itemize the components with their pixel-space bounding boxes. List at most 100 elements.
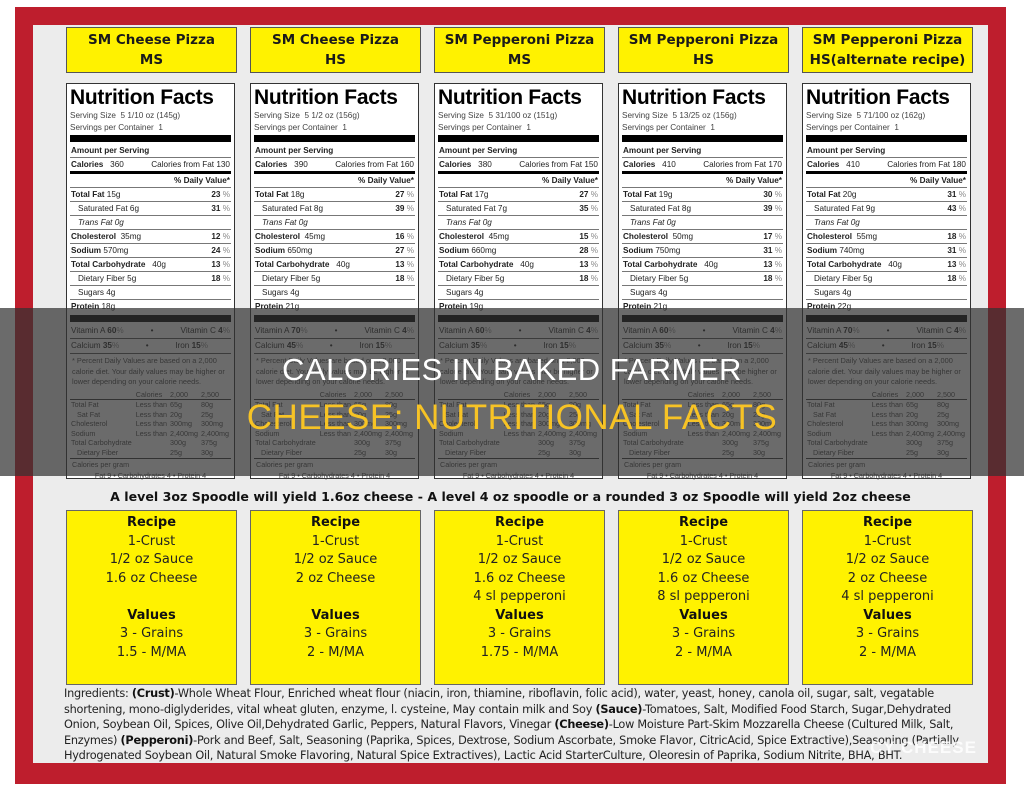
trans-fat-row: Trans Fat 0g	[622, 216, 783, 230]
protein-row: Protein 21g	[623, 302, 668, 311]
recipe-heading: Recipe	[678, 515, 729, 530]
serving-size: Serving Size 5 71/100 oz (162g)	[806, 111, 926, 120]
daily-value-header: % Daily Value*	[438, 174, 599, 188]
total-fat-row: Total Fat 19g 30 %	[622, 188, 783, 202]
calories-row: Calories 410 Calories from Fat 170	[622, 158, 783, 174]
overlay-title-line2: CHEESE: NUTRITIONAL FACTS	[246, 398, 778, 437]
pepperoni-label: (Pepperoni)	[120, 733, 194, 747]
sodium-row: Sodium 750mg 31 %	[622, 244, 783, 258]
total-carbohydrate-row: Total Carbohydrate 40g 13 %	[254, 258, 415, 272]
nutrition-facts-heading: Nutrition Facts	[622, 86, 766, 109]
daily-value-header: % Daily Value*	[622, 174, 783, 188]
calories-row: Calories 410 Calories from Fat 180	[806, 158, 967, 174]
calories-row: Calories 390 Calories from Fat 160	[254, 158, 415, 174]
daily-value-header: % Daily Value*	[70, 174, 231, 188]
values-heading: Values	[311, 607, 360, 623]
recipe-line: 1/2 oz Sauce	[661, 552, 746, 567]
values-heading: Values	[679, 607, 728, 623]
amount-per-serving: Amount per Serving	[622, 144, 783, 158]
amount-per-serving: Amount per Serving	[438, 144, 599, 158]
nutrition-facts-heading: Nutrition Facts	[806, 86, 950, 109]
serving-size: Serving Size 5 1/10 oz (145g)	[70, 111, 181, 120]
sugars-row: Sugars 4g	[70, 286, 231, 300]
protein-row: Protein 18g	[71, 302, 116, 311]
sugars-row: Sugars 4g	[806, 286, 967, 300]
nutrition-facts-heading: Nutrition Facts	[70, 86, 214, 109]
recipe-line: 2 oz Cheese	[847, 570, 928, 586]
daily-value-header: % Daily Value*	[806, 174, 967, 188]
trans-fat-row: Trans Fat 0g	[254, 216, 415, 230]
recipe-line: 1-Crust	[863, 533, 912, 549]
divider	[70, 135, 231, 142]
pepperoni-ingredients: -Pork and Beef, Salt, Seasoning (Paprika…	[64, 733, 959, 763]
title-overlay-band	[0, 308, 1024, 476]
saturated-fat-row: Saturated Fat 6g 31 %	[70, 202, 231, 216]
recipe-box: Recipe 1-Crust 1/2 oz Sauce 2 oz Cheese Va…	[250, 510, 421, 685]
saturated-fat-row: Saturated Fat 9g 43 %	[806, 202, 967, 216]
value-line: 3 - Grains	[671, 626, 736, 641]
recipe-box: Recipe 1-Crust 1/2 oz Sauce 2 oz Cheese 4 s…	[802, 510, 973, 685]
trans-fat-row: Trans Fat 0g	[70, 216, 231, 230]
recipe-line	[251, 588, 420, 607]
sodium-row: Sodium 740mg 31 %	[806, 244, 967, 258]
cholesterol-row: Cholesterol 50mg 17 %	[622, 230, 783, 244]
recipe-line: 1-Crust	[311, 533, 360, 549]
nutrition-facts-heading: Nutrition Facts	[438, 86, 582, 109]
recipe-line: 8 sl pepperoni	[657, 589, 750, 604]
servings-per-container: Servings per Container 1	[622, 122, 715, 132]
value-line: 2 - M/MA	[307, 644, 364, 660]
dietary-fiber-row: Dietary Fiber 5g 18 %	[254, 272, 415, 286]
amount-per-serving: Amount per Serving	[70, 144, 231, 158]
product-title: SM Cheese Pizza HS	[250, 27, 421, 73]
dietary-fiber-row: Dietary Fiber 5g 18 %	[438, 272, 599, 286]
recipe-line: 1.6 oz Cheese	[473, 570, 566, 586]
recipe-heading: Recipe	[126, 515, 177, 530]
values-heading: Values	[863, 607, 912, 623]
product-title: SM Pepperoni Pizza HS	[618, 27, 789, 73]
spoodle-yield-note: A level 3oz Spoodle will yield 1.6oz che…	[110, 489, 911, 504]
total-carbohydrate-row: Total Carbohydrate 40g 13 %	[806, 258, 967, 272]
crust-ingredients: -Whole Wheat Flour, Enriched wheat flour…	[64, 687, 935, 716]
total-fat-row: Total Fat 18g 27 %	[254, 188, 415, 202]
recipe-line: 1-Crust	[679, 533, 728, 549]
daily-value-header: % Daily Value*	[254, 174, 415, 188]
cheese-label: (Cheese)	[554, 718, 609, 731]
total-carbohydrate-row: Total Carbohydrate 40g 13 %	[70, 258, 231, 272]
sauce-ingredients: -Tomatoes, Salt, Modified Food Starch, S…	[64, 702, 951, 732]
cholesterol-row: Cholesterol 45mg 16 %	[254, 230, 415, 244]
recipe-heading: Recipe	[310, 515, 361, 530]
recipe-line: 1-Crust	[127, 533, 176, 549]
dietary-fiber-row: Dietary Fiber 5g 18 %	[622, 272, 783, 286]
sugars-row: Sugars 4g	[254, 286, 415, 300]
calories-row: Calories 360 Calories from Fat 130	[70, 158, 231, 174]
cholesterol-row: Cholesterol 55mg 18 %	[806, 230, 967, 244]
recipe-line: 1/2 oz Sauce	[845, 552, 930, 567]
recipe-box: Recipe 1-Crust 1/2 oz Sauce 1.6 oz Cheese 8…	[618, 510, 789, 685]
trans-fat-row: Trans Fat 0g	[438, 216, 599, 230]
product-title: SM Pepperoni Pizza MS	[434, 27, 605, 73]
serving-size: Serving Size 5 31/100 oz (151g)	[438, 111, 558, 120]
ingredients-label: Ingredients:	[64, 687, 132, 700]
saturated-fat-row: Saturated Fat 7g 35 %	[438, 202, 599, 216]
value-line: 1.5 - M/MA	[116, 644, 187, 660]
value-line: 3 - Grains	[119, 626, 184, 641]
recipe-box: Recipe 1-Crust 1/2 oz Sauce 1.6 oz Cheese …	[66, 510, 237, 685]
servings-per-container: Servings per Container 1	[70, 122, 163, 132]
recipe-box: Recipe 1-Crust 1/2 oz Sauce 1.6 oz Cheese 4…	[434, 510, 605, 685]
value-line: 2 - M/MA	[859, 644, 916, 660]
servings-per-container: Servings per Container 1	[254, 122, 347, 132]
value-line: 1.75 - M/MA	[480, 644, 559, 660]
serving-size: Serving Size 5 1/2 oz (156g)	[254, 111, 360, 120]
product-title: SM Cheese Pizza MS	[66, 27, 237, 73]
sugars-row: Sugars 4g	[438, 286, 599, 300]
recipe-heading: Recipe	[862, 515, 913, 530]
recipe-line: 1-Crust	[495, 533, 544, 549]
crust-label: (Crust)	[131, 687, 175, 700]
servings-per-container: Servings per Container 1	[806, 122, 899, 132]
recipe-line	[67, 588, 236, 607]
watermark: CY CHEESE	[870, 738, 977, 757]
overlay-title-line1: CALORIES IN BAKED FARMER	[282, 352, 742, 387]
calories-row: Calories 380 Calories from Fat 150	[438, 158, 599, 174]
cholesterol-row: Cholesterol 45mg 15 %	[438, 230, 599, 244]
dietary-fiber-row: Dietary Fiber 5g 18 %	[806, 272, 967, 286]
